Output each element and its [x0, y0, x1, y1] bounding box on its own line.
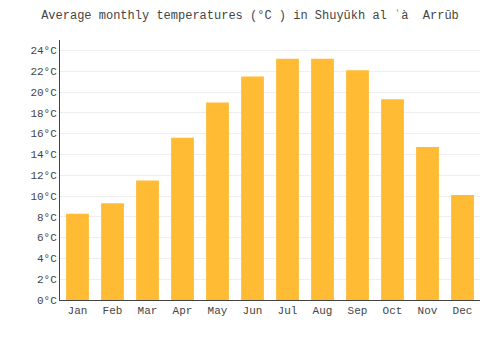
svg-text:Apr: Apr: [173, 305, 193, 317]
svg-text:22°C: 22°C: [30, 66, 57, 78]
svg-text:Feb: Feb: [103, 305, 123, 317]
svg-text:Mar: Mar: [138, 305, 158, 317]
svg-text:May: May: [208, 305, 228, 317]
svg-text:14°C: 14°C: [30, 149, 57, 161]
svg-text:Oct: Oct: [383, 305, 403, 317]
svg-text:Sep: Sep: [348, 305, 368, 317]
svg-text:0°C: 0°C: [37, 295, 57, 307]
svg-text:6°C: 6°C: [37, 232, 57, 244]
svg-text:20°C: 20°C: [30, 87, 57, 99]
svg-text:12°C: 12°C: [30, 170, 57, 182]
svg-text:10°C: 10°C: [30, 191, 57, 203]
svg-text:Nov: Nov: [418, 305, 438, 317]
svg-text:2°C: 2°C: [37, 274, 57, 286]
svg-text:Jun: Jun: [243, 305, 263, 317]
svg-text:18°C: 18°C: [30, 108, 57, 120]
svg-text:Jan: Jan: [68, 305, 88, 317]
svg-text:Jul: Jul: [278, 305, 298, 317]
svg-text:4°C: 4°C: [37, 253, 57, 265]
svg-text:Aug: Aug: [313, 305, 333, 317]
svg-text:Average monthly temperatures (: Average monthly temperatures (°C ) in Sh…: [41, 9, 459, 23]
svg-text:24°C: 24°C: [30, 45, 57, 57]
svg-text:8°C: 8°C: [37, 212, 57, 224]
svg-text:Dec: Dec: [453, 305, 473, 317]
svg-text:16°C: 16°C: [30, 128, 57, 140]
